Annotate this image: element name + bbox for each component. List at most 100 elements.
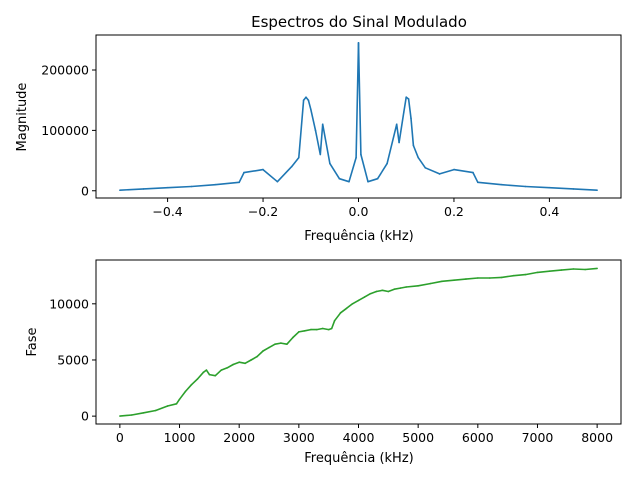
- y-axis-ticks: 0 5000 10000: [49, 296, 96, 424]
- line-segment: [314, 129, 322, 156]
- line-segment: [395, 123, 400, 144]
- line-segment: [297, 99, 305, 159]
- line-segment: [399, 286, 408, 289]
- x-tick-label: 1000: [164, 430, 196, 445]
- line-segment: [274, 342, 282, 346]
- x-axis-ticks: 0 1000 2000 3000 4000 5000 6000 7000 8000: [116, 424, 613, 445]
- line-segment: [572, 188, 598, 191]
- y-tick-label: 100000: [41, 123, 89, 138]
- line-segment: [500, 183, 527, 188]
- y-axis-label: Magnitude: [15, 83, 30, 152]
- line-segment: [119, 188, 145, 191]
- y-tick-label: 5000: [57, 352, 89, 367]
- line-segment: [560, 268, 575, 271]
- line-segment: [424, 167, 441, 175]
- line-segment: [178, 390, 187, 401]
- x-tick-label: 0.4: [539, 204, 559, 219]
- line-segment: [190, 378, 199, 386]
- line-segment: [319, 123, 324, 156]
- y-axis-ticks: 0 100000 200000: [41, 63, 96, 198]
- line-segment: [410, 117, 415, 147]
- line-segment: [369, 290, 378, 295]
- line-segment: [244, 359, 252, 365]
- line-segment: [315, 327, 324, 331]
- line-segment: [453, 278, 467, 282]
- line-segment: [166, 402, 178, 407]
- line-segment: [536, 270, 551, 274]
- chart-title: Espectros do Sinal Modulado: [251, 13, 467, 31]
- line-segment: [345, 302, 354, 310]
- line-segment: [417, 282, 431, 287]
- line-segment: [572, 268, 587, 271]
- x-tick-label: 4000: [343, 430, 375, 445]
- line-segment: [381, 289, 390, 293]
- line-segment: [386, 123, 398, 165]
- line-segment: [441, 279, 455, 283]
- line-segment: [262, 168, 279, 183]
- line-segment: [290, 156, 300, 168]
- line-segment: [307, 99, 312, 111]
- line-segment: [238, 171, 245, 184]
- line-segment: [208, 373, 217, 377]
- x-axis-label: Frequência (kHz): [304, 229, 413, 244]
- x-tick-label: 0: [116, 430, 124, 445]
- line-segment: [524, 271, 539, 276]
- line-segment: [357, 41, 362, 156]
- y-tick-label: 0: [81, 409, 89, 424]
- x-axis-label: Frequência (kHz): [304, 451, 413, 466]
- line-segment: [360, 153, 369, 183]
- line-segment: [280, 342, 288, 346]
- line-segment: [348, 156, 357, 183]
- line-segment: [226, 363, 234, 369]
- line-segment: [398, 111, 405, 144]
- line-segment: [321, 327, 330, 331]
- line-segment: [429, 280, 443, 285]
- line-segment: [142, 186, 169, 190]
- line-segment: [548, 186, 575, 190]
- x-tick-label: 0.2: [444, 204, 464, 219]
- chart-magnitude: Espectros do Sinal Modulado −0.4 −0.2 0.0 0…: [15, 13, 622, 244]
- line-segment: [393, 287, 402, 291]
- line-segment: [376, 162, 388, 180]
- line-segment: [329, 162, 341, 180]
- y-tick-label: 0: [81, 183, 89, 198]
- line-segment: [548, 269, 563, 273]
- line-segment: [142, 409, 157, 414]
- y-axis-label: Fase: [25, 327, 40, 356]
- line-segment: [175, 398, 181, 405]
- line-segment: [119, 414, 133, 417]
- x-tick-label: 2000: [223, 430, 255, 445]
- line-segment: [262, 346, 270, 352]
- line-segment: [303, 328, 312, 332]
- y-tick-label: 10000: [49, 296, 89, 311]
- line-segment: [438, 168, 455, 175]
- line-segment: [184, 383, 193, 393]
- line-segment: [417, 156, 427, 169]
- x-tick-label: −0.4: [152, 204, 182, 219]
- line-segment: [488, 276, 503, 279]
- line-segment: [339, 307, 348, 314]
- line-segment: [333, 311, 342, 322]
- x-tick-label: 5000: [402, 430, 434, 445]
- x-tick-label: 0.0: [349, 204, 369, 219]
- line-segment: [524, 185, 551, 189]
- line-segment: [214, 369, 223, 377]
- line-segment: [500, 274, 515, 279]
- line-segment: [268, 343, 276, 349]
- line-segment: [166, 185, 193, 189]
- line-segment: [338, 177, 350, 183]
- line-segment: [205, 369, 211, 376]
- line-segment: [412, 144, 420, 159]
- line-segment: [292, 331, 300, 339]
- x-tick-label: 6000: [462, 430, 494, 445]
- line-segment: [367, 177, 379, 183]
- line-segment: [453, 168, 474, 174]
- line-segment: [297, 329, 306, 333]
- series-magnitude: [119, 41, 598, 191]
- x-axis-ticks: −0.4 −0.2 0.0 0.2 0.4: [152, 198, 559, 219]
- line-segment: [243, 168, 264, 174]
- line-segment: [465, 277, 479, 280]
- line-segment: [214, 181, 240, 186]
- line-segment: [584, 267, 598, 271]
